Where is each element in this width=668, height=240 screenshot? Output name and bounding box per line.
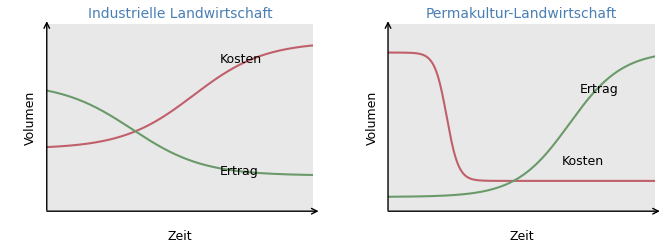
Text: Kosten: Kosten: [220, 53, 262, 66]
Text: Volumen: Volumen: [24, 90, 37, 145]
Text: Kosten: Kosten: [561, 155, 603, 168]
Text: Zeit: Zeit: [509, 230, 534, 240]
Text: Volumen: Volumen: [365, 90, 379, 145]
Title: Industrielle Landwirtschaft: Industrielle Landwirtschaft: [88, 7, 273, 21]
Text: Ertrag: Ertrag: [580, 84, 619, 96]
Text: Ertrag: Ertrag: [220, 165, 259, 179]
Title: Permakultur-Landwirtschaft: Permakultur-Landwirtschaft: [426, 7, 617, 21]
Text: Zeit: Zeit: [168, 230, 192, 240]
